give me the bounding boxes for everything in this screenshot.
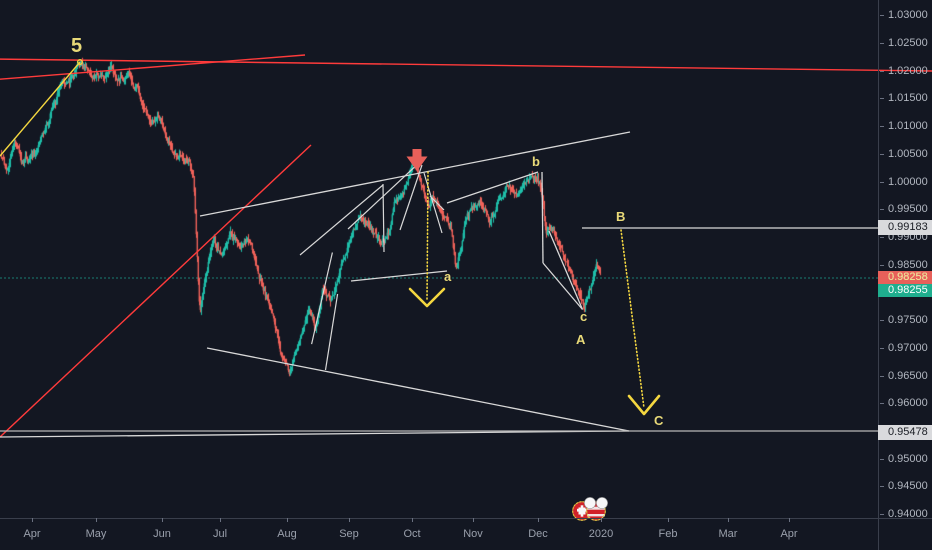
svg-text:c: c (580, 309, 587, 324)
svg-text:a: a (444, 269, 452, 284)
svg-text:B: B (616, 209, 625, 224)
svg-text:A: A (576, 332, 586, 347)
svg-text:b: b (532, 154, 540, 169)
svg-text:C: C (654, 413, 664, 428)
svg-text:5: 5 (71, 35, 82, 57)
